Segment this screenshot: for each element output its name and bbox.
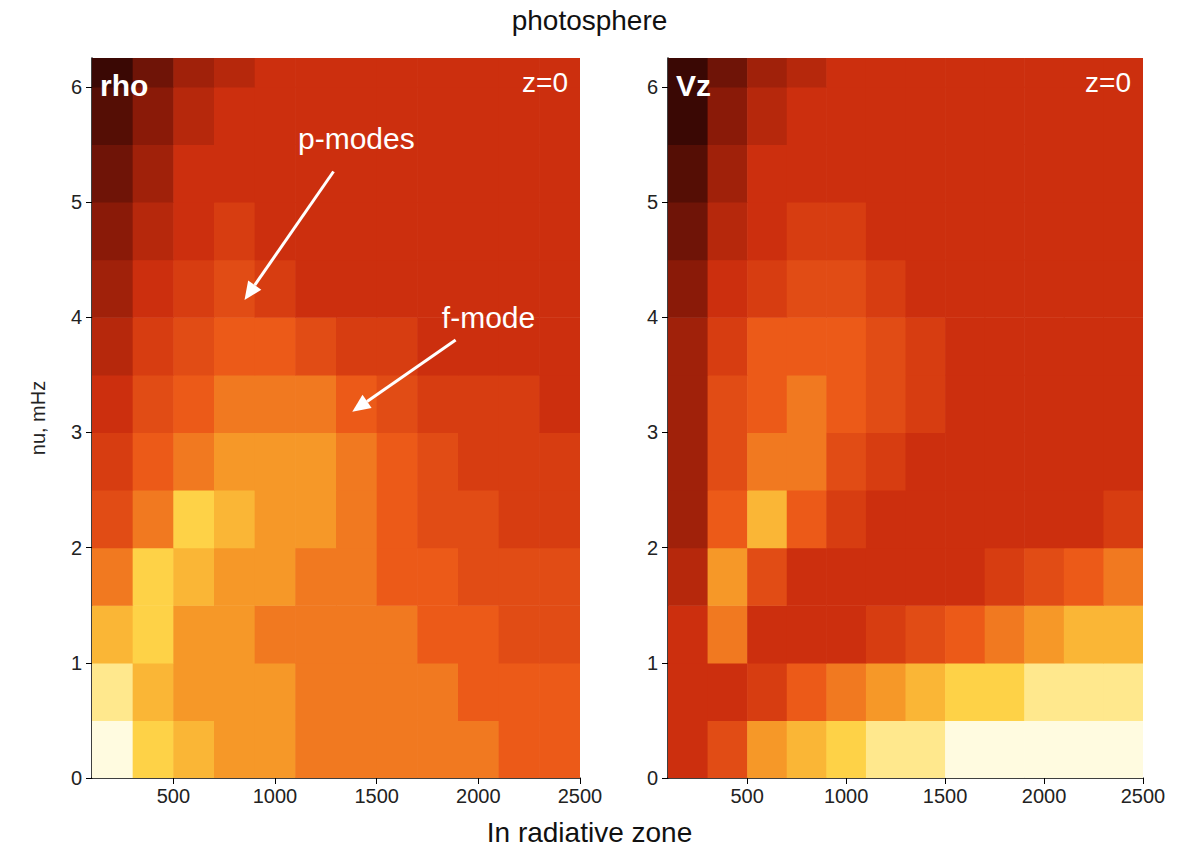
svg-text:5: 5 xyxy=(71,191,82,213)
svg-text:Vz: Vz xyxy=(676,69,711,102)
svg-text:3: 3 xyxy=(647,421,658,443)
svg-text:6: 6 xyxy=(647,76,658,98)
svg-text:1000: 1000 xyxy=(824,785,869,807)
svg-text:4: 4 xyxy=(647,306,658,328)
svg-text:nu, mHz: nu, mHz xyxy=(27,381,49,455)
svg-text:1: 1 xyxy=(71,652,82,674)
svg-text:0: 0 xyxy=(71,767,82,789)
svg-text:In radiative zone: In radiative zone xyxy=(487,817,692,848)
svg-text:2500: 2500 xyxy=(558,785,603,807)
svg-text:1500: 1500 xyxy=(923,785,968,807)
svg-text:z=0: z=0 xyxy=(522,67,568,98)
svg-text:0: 0 xyxy=(647,767,658,789)
svg-text:1: 1 xyxy=(647,652,658,674)
svg-text:1000: 1000 xyxy=(253,785,298,807)
svg-text:5: 5 xyxy=(647,191,658,213)
svg-text:2000: 2000 xyxy=(1022,785,1067,807)
svg-text:f-mode: f-mode xyxy=(442,301,535,334)
svg-text:2: 2 xyxy=(71,537,82,559)
svg-text:2: 2 xyxy=(647,537,658,559)
svg-text:2000: 2000 xyxy=(456,785,501,807)
svg-text:6: 6 xyxy=(71,76,82,98)
svg-text:photosphere: photosphere xyxy=(512,5,668,36)
svg-text:500: 500 xyxy=(157,785,190,807)
svg-text:2500: 2500 xyxy=(1121,785,1166,807)
svg-text:4: 4 xyxy=(71,306,82,328)
svg-text:1500: 1500 xyxy=(354,785,399,807)
svg-text:3: 3 xyxy=(71,421,82,443)
svg-text:z=0: z=0 xyxy=(1085,67,1131,98)
svg-text:rho: rho xyxy=(100,69,148,102)
svg-text:500: 500 xyxy=(730,785,763,807)
svg-text:p-modes: p-modes xyxy=(298,122,415,155)
